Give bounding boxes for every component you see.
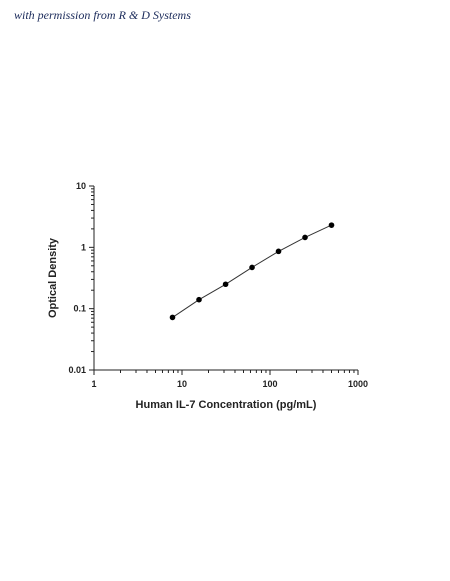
x-tick-label: 1: [91, 379, 96, 389]
x-tick-label: 100: [262, 379, 277, 389]
data-point: [196, 296, 202, 303]
data-point: [222, 281, 229, 288]
data-point: [302, 234, 308, 241]
y-tick-label: 1: [81, 242, 86, 252]
x-tick-label: 1000: [348, 379, 368, 389]
x-axis-title: Human IL-7 Concentration (pg/mL): [136, 399, 317, 411]
permission-note: with permission from R & D Systems: [14, 8, 191, 22]
plot-group: [169, 222, 335, 321]
y-axis-title: Optical Density: [47, 237, 59, 318]
x-ticks-group: 1 10 100 1000: [91, 370, 368, 389]
fit-curve: [172, 224, 332, 318]
x-tick-label: 10: [177, 379, 187, 389]
data-point: [275, 248, 282, 255]
data-point: [328, 222, 335, 228]
y-tick-label: 0.1: [73, 304, 86, 314]
data-point: [169, 314, 176, 321]
y-tick-label: 10: [76, 181, 86, 191]
axes-group: [93, 186, 358, 371]
data-point: [249, 264, 255, 271]
y-ticks-group: 0.01 0.1 1 10: [68, 181, 94, 375]
y-tick-label: 0.01: [68, 365, 86, 375]
